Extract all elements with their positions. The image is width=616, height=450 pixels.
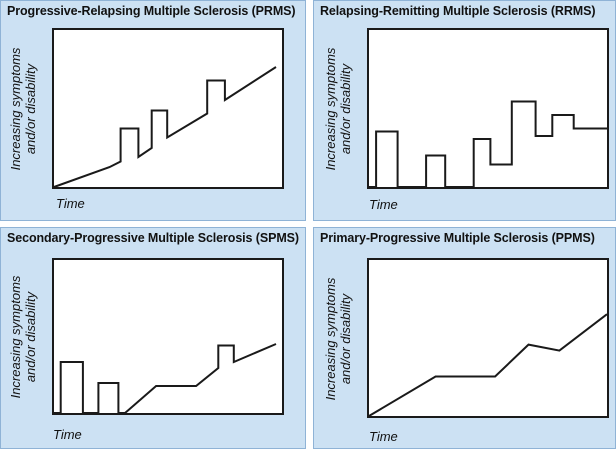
panel-rrms: Relapsing-Remitting Multiple Sclerosis (… [313,0,616,221]
x-axis-label: Time [369,429,398,444]
panel-title: Progressive-Relapsing Multiple Sclerosis… [7,4,296,18]
panel-title: Primary-Progressive Multiple Sclerosis (… [320,231,595,245]
panel-prms: Progressive-Relapsing Multiple Sclerosis… [0,0,306,221]
disease-course-curve [368,313,608,417]
panel-title: Secondary-Progressive Multiple Sclerosis… [7,231,299,245]
x-axis-label: Time [369,197,398,212]
x-axis-label: Time [56,196,85,211]
course-line [53,66,277,188]
disease-course-curve [53,66,277,188]
plot-area [367,28,609,189]
panel-ppms: Primary-Progressive Multiple Sclerosis (… [313,227,616,449]
plot-area [52,28,284,189]
disease-course-curve [369,100,607,188]
course-line [368,313,608,417]
panel-spms: Secondary-Progressive Multiple Sclerosis… [0,227,306,449]
disease-course-curve [54,343,277,414]
x-axis-label: Time [53,427,82,442]
plot-area [367,258,609,418]
plot-area [52,258,284,415]
course-line [54,343,277,414]
course-line [369,100,607,188]
panel-title: Relapsing-Remitting Multiple Sclerosis (… [320,4,596,18]
